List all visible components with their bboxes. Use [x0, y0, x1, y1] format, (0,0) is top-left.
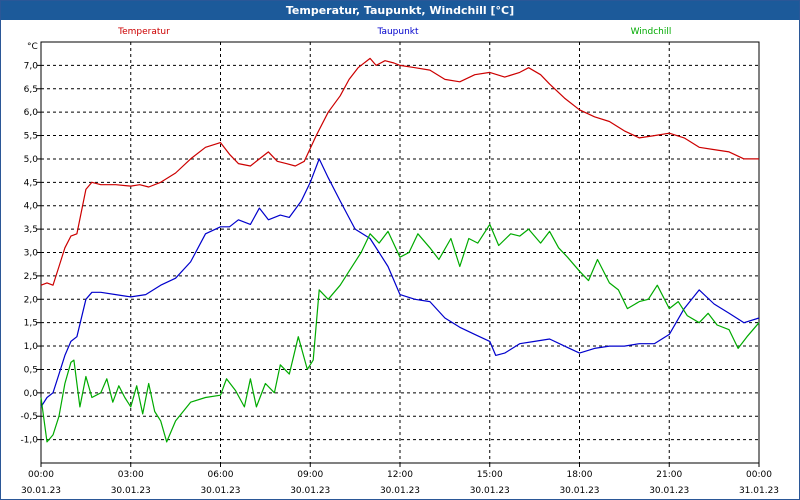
x-tick-time-label: 18:00 — [567, 470, 593, 480]
x-tick-time-label: 03:00 — [118, 470, 144, 480]
y-tick-label: 1,5 — [24, 319, 38, 329]
y-tick-label: 7,0 — [24, 61, 39, 71]
legend-entry-temperatur: Temperatur — [117, 27, 170, 37]
line-chart: -1,0 -0,5 0,0 0,5 1,0 1,5 2,0 2,5 3,0 3,5 4,0 4,5 5,… — [20, 27, 779, 496]
y-tick-label: 1,0 — [24, 342, 39, 352]
x-tick-time-label: 21:00 — [656, 470, 682, 480]
series-line-taupunkt — [40, 158, 760, 408]
x-tick-date-label: 30.01.23 — [21, 486, 61, 496]
x-tick-date-label: 30.01.23 — [470, 486, 510, 496]
y-tick-label: 3,5 — [24, 225, 38, 235]
x-tick-time-label: 00:00 — [28, 470, 54, 480]
x-tick-time-label: 15:00 — [477, 470, 503, 480]
y-tick-label: 5,0 — [24, 155, 39, 165]
y-tick-label: 4,0 — [24, 202, 39, 212]
y-tick-label: -1,0 — [20, 436, 38, 446]
y-tick-label: 0,5 — [24, 365, 38, 375]
series-line-temperatur — [40, 57, 759, 286]
x-tick-date-label: 30.01.23 — [559, 486, 599, 496]
y-axis-ticks: -1,0 -0,5 0,0 0,5 1,0 1,5 2,0 2,5 3,0 3,5 4,0 4,5 5,… — [20, 61, 41, 446]
y-tick-label: 2,5 — [24, 272, 38, 282]
x-tick-time-label: 00:00 — [746, 470, 772, 480]
x-tick-time-label: 12:00 — [387, 470, 413, 480]
y-tick-label: 5,5 — [24, 132, 38, 142]
window-title: Temperatur, Taupunkt, Windchill [°C] — [1, 1, 799, 20]
x-tick-time-label: 09:00 — [297, 470, 323, 480]
x-tick-time-label: 06:00 — [208, 470, 234, 480]
x-tick-date-label: 30.01.23 — [200, 486, 240, 496]
x-tick-date-label: 30.01.23 — [111, 486, 151, 496]
y-tick-label: 2,0 — [24, 295, 39, 305]
y-tick-label: 4,5 — [24, 178, 38, 188]
y-tick-label: 3,0 — [24, 249, 39, 259]
legend-entry-windchill: Windchill — [631, 27, 672, 37]
x-tick-date-label: 30.01.23 — [290, 486, 330, 496]
x-axis-ticks: 00:00 30.01.23 03:00 30.01.23 06:00 30.01.23 0… — [21, 463, 779, 496]
x-tick-date-label: 31.01.23 — [739, 486, 779, 496]
legend-entry-taupunkt: Taupunkt — [376, 27, 419, 37]
y-tick-label: -0,5 — [20, 412, 38, 422]
y-axis-unit-label: °C — [27, 42, 38, 52]
x-tick-date-label: 30.01.23 — [380, 486, 420, 496]
y-tick-label: 0,0 — [24, 389, 39, 399]
chart-legend: Temperatur Taupunkt Windchill — [117, 27, 671, 37]
y-tick-label: 6,5 — [24, 85, 38, 95]
x-tick-date-label: 30.01.23 — [649, 486, 689, 496]
series-line-windchill — [40, 223, 760, 443]
chart-series — [40, 57, 760, 443]
y-tick-label: 6,0 — [24, 108, 39, 118]
chart-grid — [41, 42, 759, 463]
